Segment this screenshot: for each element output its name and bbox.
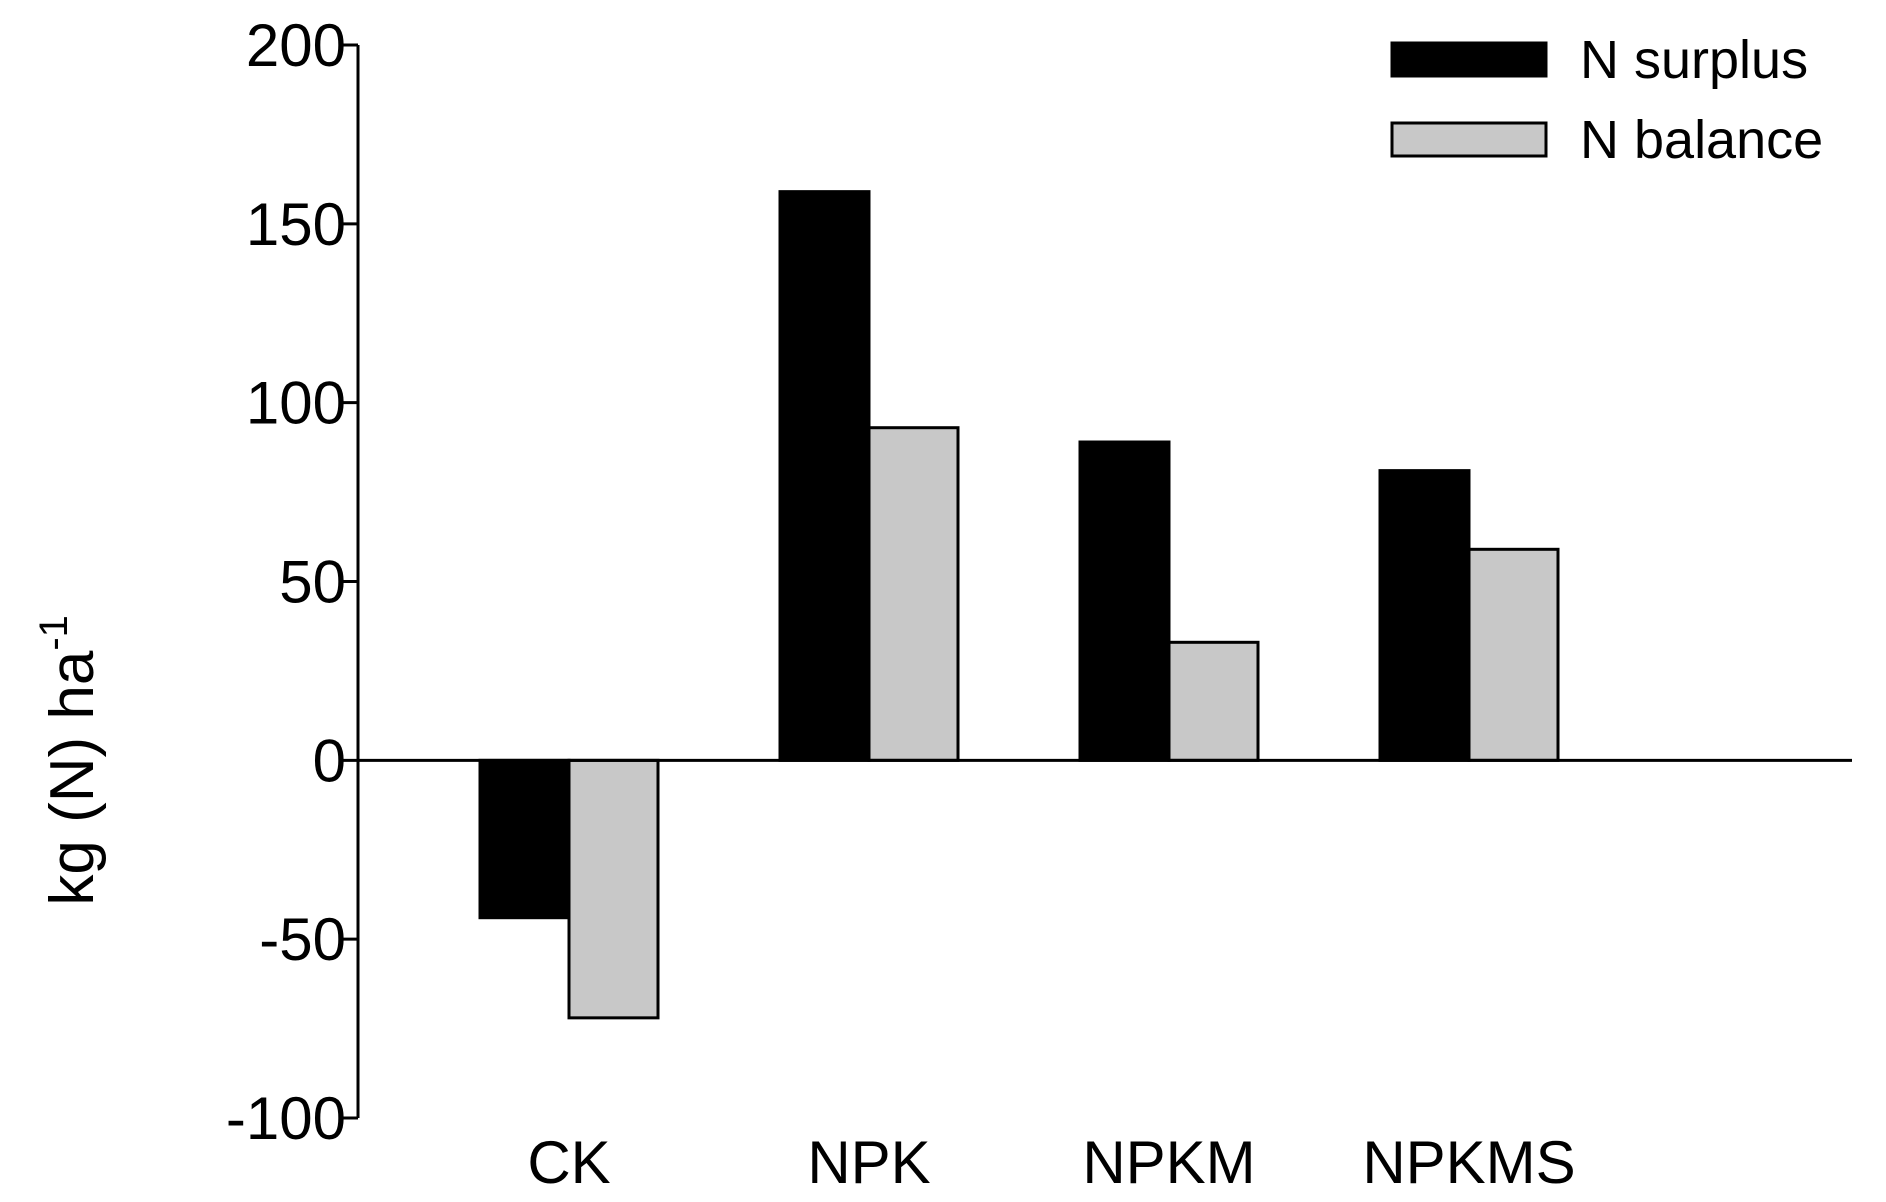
y-tick-label: 50: [279, 549, 346, 616]
bar-npkm-n-surplus: [1078, 440, 1171, 762]
bar-npkm-n-balance: [1167, 640, 1260, 762]
y-ticks: 200 150 100 50 0 -50 -100: [226, 12, 358, 1152]
bars-layer: [478, 190, 1560, 1020]
x-category-label: NPK: [807, 1129, 930, 1196]
x-category-label: NPKM: [1082, 1129, 1255, 1196]
y-tick-label: 0: [313, 727, 346, 794]
bar-npkms-n-surplus: [1378, 469, 1471, 762]
y-tick-label: -100: [226, 1085, 346, 1152]
bar-npk-n-balance: [867, 426, 960, 762]
y-tick-label: 100: [246, 370, 346, 437]
bar-npkms-n-balance: [1467, 547, 1560, 762]
y-axis-title-superscript: -1: [32, 615, 76, 651]
legend-swatch-n-balance: [1390, 121, 1548, 158]
bar-npk-n-surplus: [778, 190, 871, 762]
bar-ck-n-balance: [567, 758, 660, 1020]
y-tick-label: 200: [246, 12, 346, 79]
x-category-labels: CK NPK NPKM NPKMS: [527, 1129, 1575, 1196]
y-tick-label: -50: [259, 906, 346, 973]
legend: N surplus N balance: [1390, 30, 1823, 170]
x-category-label: CK: [527, 1129, 610, 1196]
y-axis-title: kg (N) ha-1: [32, 615, 107, 906]
y-axis-title-main: kg (N) ha: [38, 650, 107, 905]
legend-swatch-n-surplus: [1390, 41, 1548, 78]
y-tick-label: 150: [246, 191, 346, 258]
legend-label-n-surplus: N surplus: [1580, 30, 1808, 90]
legend-label-n-balance: N balance: [1580, 110, 1823, 170]
x-category-label: NPKMS: [1362, 1129, 1575, 1196]
bar-ck-n-surplus: [478, 758, 571, 920]
